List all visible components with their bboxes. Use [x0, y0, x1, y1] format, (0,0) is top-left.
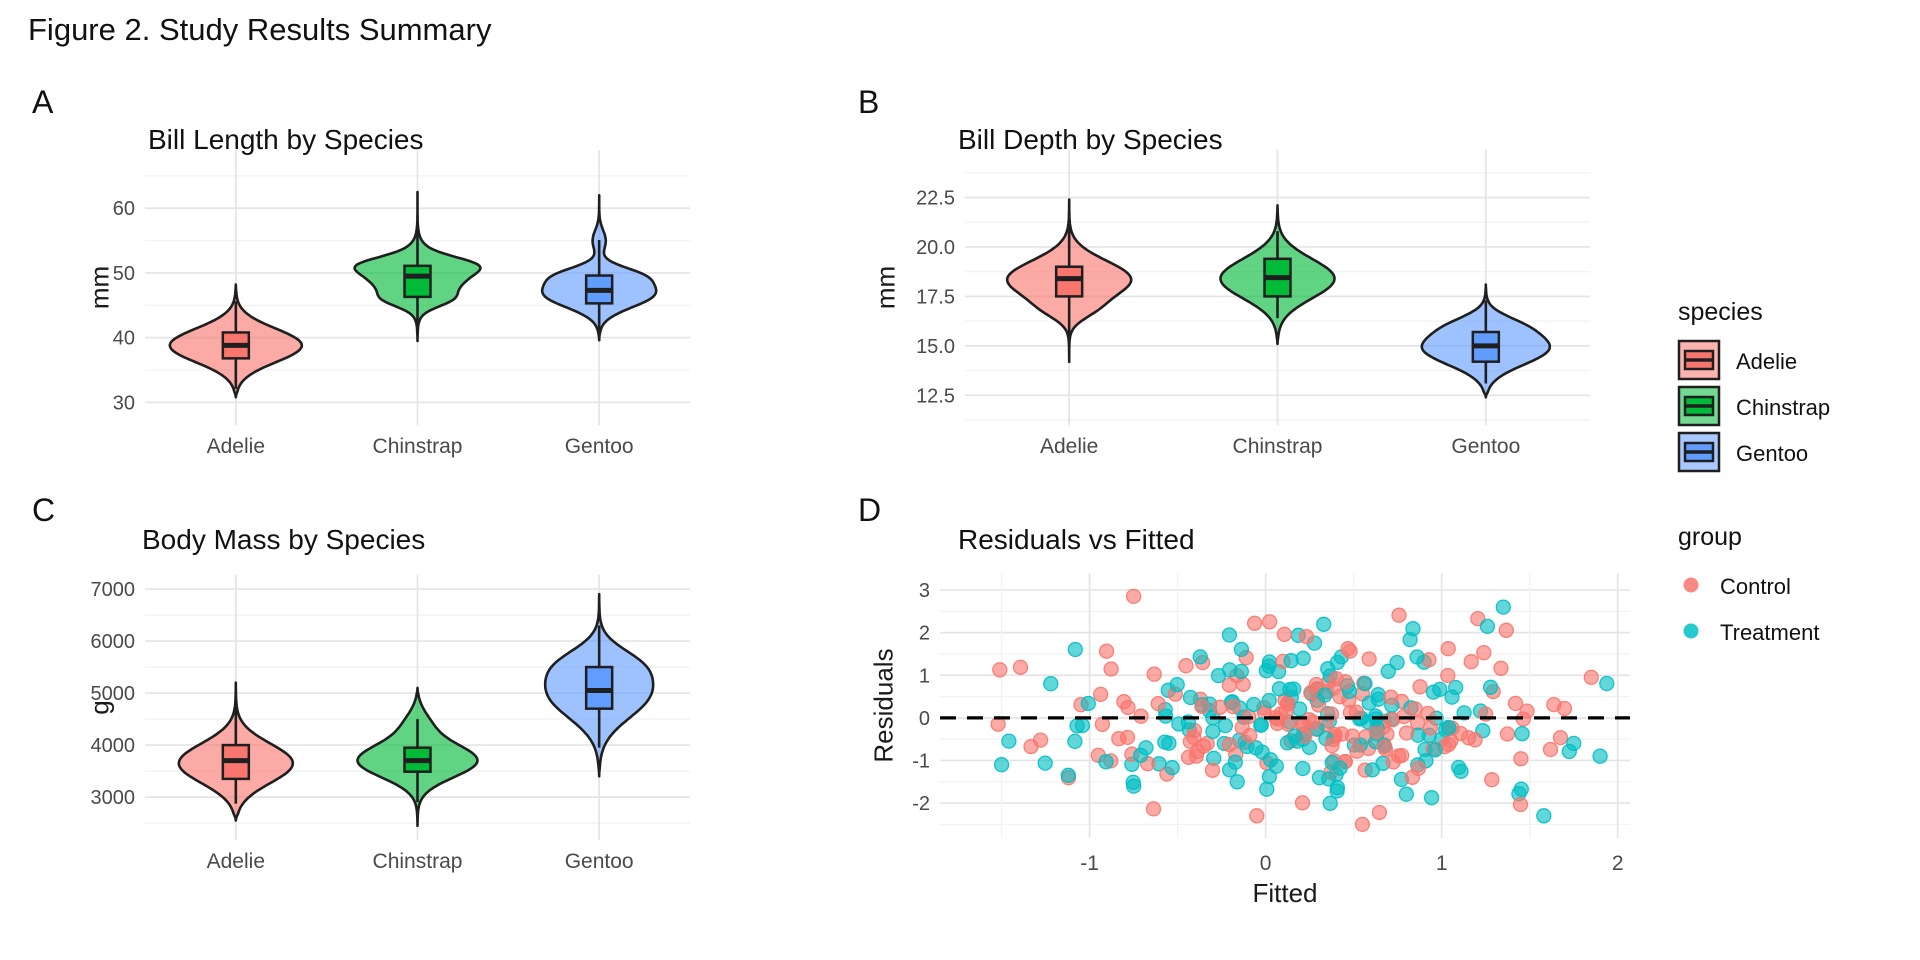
svg-text:3000: 3000 [91, 787, 136, 809]
figure-title: Figure 2. Study Results Summary [28, 12, 492, 47]
svg-text:-1: -1 [1080, 852, 1099, 875]
legend-species-title: species [1678, 298, 1763, 326]
svg-text:7000: 7000 [91, 579, 136, 601]
legend-item-gentoo: Gentoo [1676, 431, 1915, 477]
svg-text:Adelie: Adelie [207, 435, 265, 458]
svg-text:17.5: 17.5 [916, 286, 955, 308]
panel-B-marks: 12.5 15.0 17.5 20.0 22.5 Adelie Chinstrap Gento… [916, 150, 1590, 458]
svg-text:22.5: 22.5 [916, 187, 955, 209]
svg-text:20.0: 20.0 [916, 237, 955, 259]
panel-C-marks: 3000 4000 5000 6000 7000 Adelie Chinstrap Gento… [91, 575, 690, 873]
panel-tag-c: C [32, 492, 56, 528]
svg-text:3: 3 [919, 580, 930, 602]
svg-text:12.5: 12.5 [916, 385, 955, 407]
svg-text:Adelie: Adelie [207, 850, 265, 873]
svg-text:Chinstrap: Chinstrap [1233, 435, 1323, 458]
panel-d-ylabel: Residuals [868, 648, 899, 763]
panel-a-title: Bill Length by Species [148, 124, 424, 155]
legend-key-treatment-icon [1676, 616, 1706, 651]
panel-d-title: Residuals vs Fitted [958, 524, 1195, 555]
legend-key-gentoo-icon [1676, 430, 1722, 479]
legend-item-adelie: Adelie [1676, 339, 1915, 385]
panel-A-marks: 30 40 50 60 Adelie Chinstrap Gentoo [113, 150, 690, 458]
panel-tag-b: B [858, 84, 880, 120]
svg-text:-2: -2 [912, 793, 930, 815]
svg-text:Gentoo: Gentoo [1451, 435, 1520, 458]
svg-text:0: 0 [919, 708, 930, 730]
svg-text:1: 1 [1436, 852, 1448, 875]
panel-tag-a: A [32, 84, 54, 120]
panel-d-xlabel: Fitted [1252, 878, 1318, 908]
legend-group-title: group [1678, 523, 1742, 551]
legend-key-adelie-icon [1676, 338, 1722, 387]
legend-key-control-icon [1676, 570, 1706, 605]
svg-text:Gentoo: Gentoo [565, 435, 634, 458]
legend-item-control: Control [1676, 564, 1915, 610]
svg-text:5000: 5000 [91, 683, 136, 705]
svg-text:Chinstrap: Chinstrap [373, 850, 463, 873]
svg-text:2: 2 [1612, 852, 1624, 875]
legend-item-treatment: Treatment [1676, 610, 1915, 656]
panel-c-ylabel: g [84, 700, 115, 715]
legend-item-chinstrap: Chinstrap [1676, 385, 1915, 431]
svg-text:30: 30 [113, 392, 135, 414]
legend-panel: species Adelie Chinstrap Gentoo group Co… [1660, 298, 1915, 656]
svg-text:6000: 6000 [91, 631, 136, 653]
panel-c-title: Body Mass by Species [142, 524, 426, 555]
panel-b-ylabel: mm [870, 265, 901, 310]
svg-text:50: 50 [113, 263, 135, 285]
svg-text:Gentoo: Gentoo [565, 850, 634, 873]
svg-text:40: 40 [113, 328, 135, 350]
panel-a-ylabel: mm [84, 265, 115, 310]
svg-text:60: 60 [113, 198, 135, 220]
legend-label-adelie: Adelie [1736, 349, 1798, 374]
legend-key-chinstrap-icon [1676, 384, 1722, 433]
svg-text:2: 2 [919, 623, 930, 645]
panel-b-title: Bill Depth by Species [958, 124, 1223, 155]
svg-text:1: 1 [919, 665, 930, 687]
svg-text:Chinstrap: Chinstrap [373, 435, 463, 458]
svg-text:Adelie: Adelie [1040, 435, 1098, 458]
svg-text:15.0: 15.0 [916, 336, 955, 358]
panel-tag-d: D [858, 492, 882, 528]
legend-label-gentoo: Gentoo [1736, 441, 1809, 466]
legend-label-treatment: Treatment [1720, 620, 1820, 645]
panel-D-marks: -2 -1 0 1 2 3 -1 0 1 2 [912, 573, 1630, 875]
svg-text:4000: 4000 [91, 735, 136, 757]
legend-label-control: Control [1720, 574, 1791, 599]
svg-text:-1: -1 [912, 750, 930, 772]
svg-text:0: 0 [1260, 852, 1272, 875]
legend-label-chinstrap: Chinstrap [1736, 395, 1831, 420]
